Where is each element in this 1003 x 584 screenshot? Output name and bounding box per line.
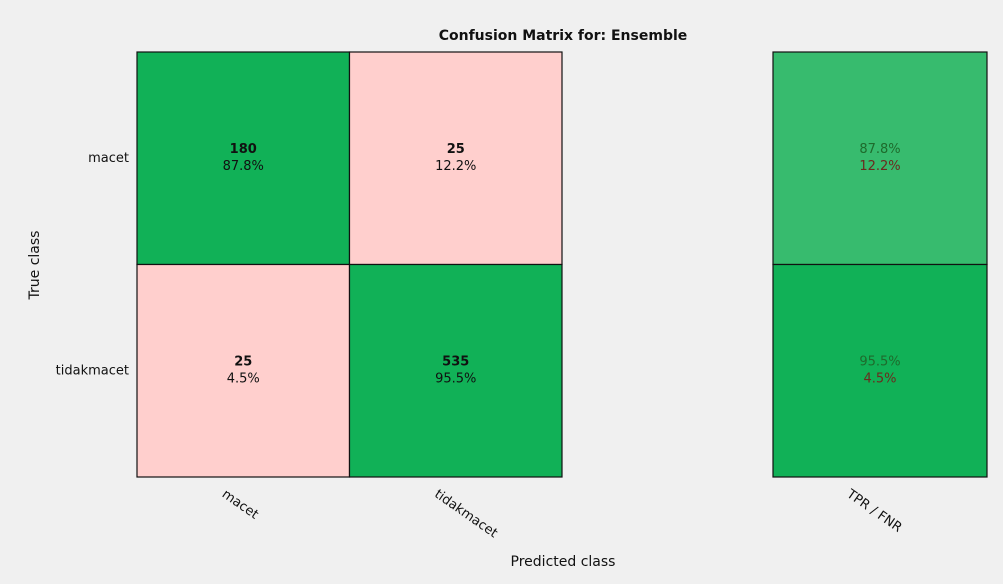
- matrix-cell: [348, 51, 563, 266]
- summary-fnr: 4.5%: [863, 371, 896, 386]
- cell-percent: 4.5%: [227, 371, 260, 386]
- matrix-cell: [136, 51, 351, 266]
- matrix-cell: [136, 263, 351, 478]
- cell-count: 25: [447, 142, 465, 157]
- summary-tpr: 95.5%: [859, 354, 900, 369]
- summary-cell: [772, 263, 988, 478]
- matrix-cell: [348, 263, 563, 478]
- cell-count: 180: [230, 142, 257, 157]
- cell-count: 535: [442, 354, 469, 369]
- x-axis-label: Predicted class: [511, 554, 616, 570]
- cell-percent: 95.5%: [435, 371, 476, 386]
- cell-count: 25: [234, 354, 252, 369]
- summary-fnr: 12.2%: [859, 159, 900, 174]
- summary-tpr: 87.8%: [859, 142, 900, 157]
- cell-percent: 87.8%: [223, 159, 264, 174]
- y-tick-label: tidakmacet: [56, 363, 129, 378]
- chart-title: Confusion Matrix for: Ensemble: [439, 28, 688, 44]
- y-tick-label: macet: [88, 151, 129, 166]
- y-axis-label: True class: [27, 231, 43, 301]
- cell-percent: 12.2%: [435, 159, 476, 174]
